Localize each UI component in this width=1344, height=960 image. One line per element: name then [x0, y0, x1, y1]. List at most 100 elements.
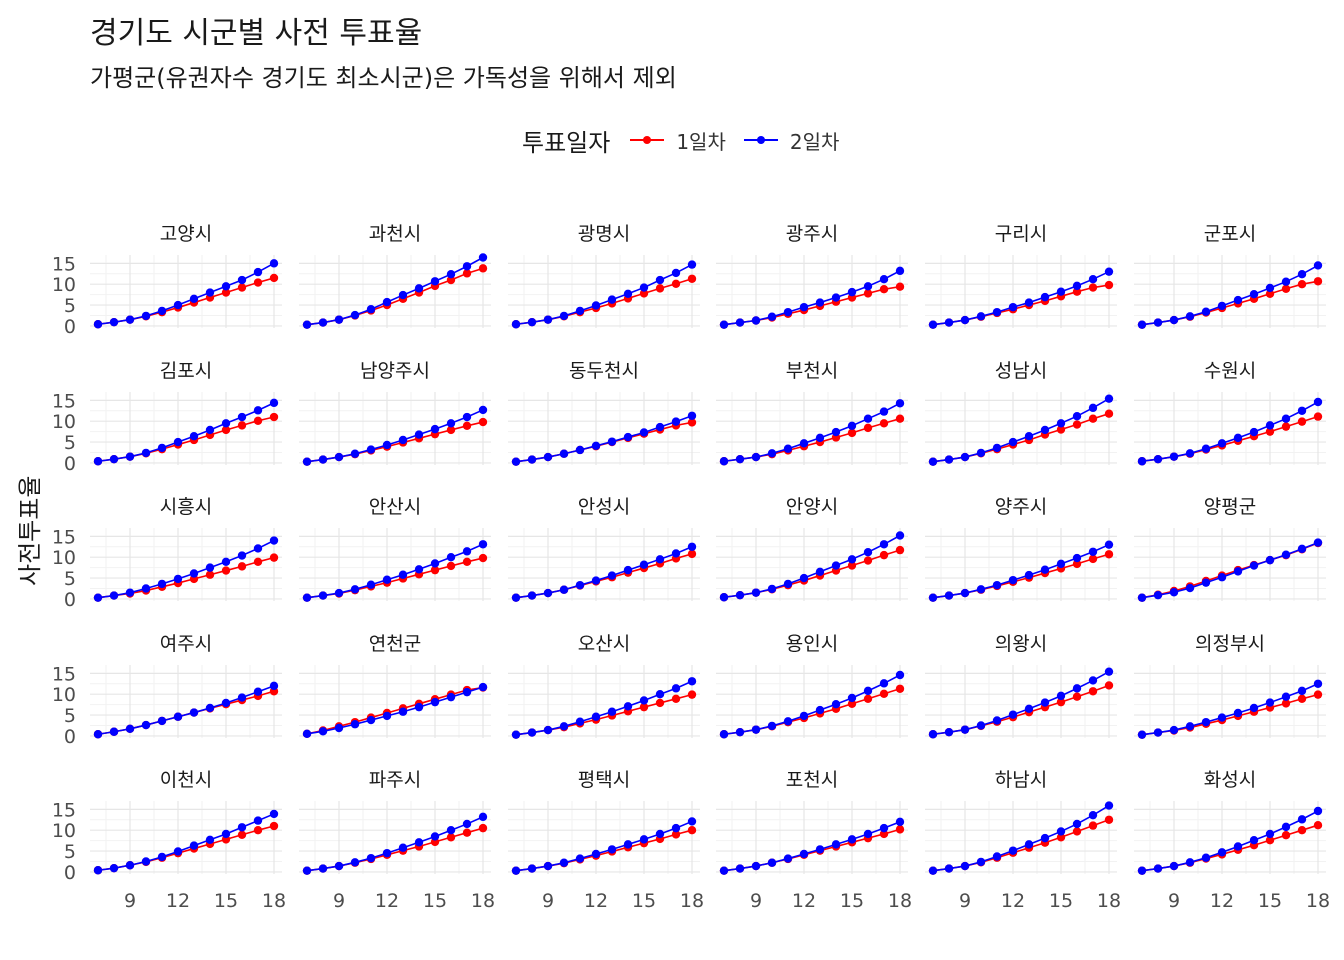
- data-point-2일차: [527, 864, 537, 873]
- data-point-1일차: [1313, 412, 1323, 421]
- data-point-2일차: [1265, 829, 1275, 839]
- data-point-2일차: [1169, 861, 1179, 871]
- data-point-2일차: [1104, 267, 1114, 276]
- data-point-2일차: [253, 406, 263, 415]
- data-point-2일차: [350, 720, 360, 729]
- data-point-2일차: [719, 320, 729, 329]
- data-point-2일차: [976, 448, 986, 458]
- data-point-2일차: [205, 425, 215, 435]
- data-point-2일차: [847, 421, 857, 430]
- panel-파주시: 파주시 9 12 15 18: [299, 769, 495, 912]
- facet-label: 수원시: [1204, 360, 1256, 382]
- data-point-2일차: [687, 260, 697, 269]
- facet-label: 부천시: [786, 360, 838, 382]
- data-point-2일차: [799, 573, 809, 583]
- panel-연천군: 연천군: [299, 633, 491, 739]
- data-point-2일차: [527, 728, 537, 737]
- data-point-2일차: [976, 312, 986, 321]
- data-point-1일차: [639, 702, 649, 712]
- data-point-2일차: [462, 262, 472, 271]
- data-point-2일차: [639, 283, 649, 292]
- data-point-2일차: [1281, 692, 1291, 701]
- data-point-2일차: [109, 317, 119, 327]
- data-point-2일차: [928, 866, 938, 875]
- data-point-2일차: [687, 542, 697, 551]
- data-point-2일차: [1072, 411, 1082, 421]
- data-point-2일차: [1217, 713, 1227, 722]
- series-line-1일차: [1141, 542, 1319, 599]
- data-point-2일차: [1233, 433, 1243, 443]
- x-tick-label: 9: [124, 890, 136, 912]
- data-point-1일차: [655, 284, 665, 293]
- data-point-2일차: [879, 407, 889, 416]
- data-point-2일차: [109, 727, 119, 736]
- panel-포천시: 포천시 9 12 15 18: [716, 769, 912, 912]
- data-point-2일차: [671, 549, 681, 558]
- y-tick-label: 15: [52, 390, 76, 412]
- data-point-2일차: [511, 320, 521, 329]
- series-line-2일차: [306, 409, 484, 463]
- series-line-1일차: [932, 553, 1110, 599]
- y-tick-label: 0: [64, 453, 76, 475]
- data-point-1일차: [895, 414, 905, 423]
- data-point-2일차: [639, 428, 649, 437]
- data-point-2일차: [366, 580, 376, 589]
- data-point-1일차: [1297, 280, 1307, 289]
- data-point-2일차: [928, 730, 938, 739]
- data-point-2일차: [141, 448, 151, 458]
- data-point-2일차: [1201, 578, 1211, 587]
- panel-의왕시: 의왕시: [925, 633, 1117, 739]
- data-point-2일차: [511, 457, 521, 466]
- series-line-2일차: [932, 804, 1110, 872]
- data-point-2일차: [430, 832, 440, 841]
- data-point-2일차: [189, 432, 199, 441]
- series-line-1일차: [306, 267, 484, 326]
- data-point-2일차: [960, 588, 970, 598]
- data-point-2일차: [93, 320, 103, 329]
- y-tick-label: 10: [52, 411, 76, 433]
- data-point-2일차: [767, 721, 777, 731]
- data-point-2일차: [960, 315, 970, 325]
- panel-오산시: 오산시: [508, 633, 700, 739]
- data-point-2일차: [783, 854, 793, 863]
- data-point-2일차: [253, 544, 263, 553]
- data-point-1일차: [671, 279, 681, 288]
- data-point-2일차: [221, 557, 231, 566]
- data-point-1일차: [462, 421, 472, 430]
- data-point-2일차: [992, 852, 1002, 861]
- panel-안산시: 안산시: [299, 496, 491, 602]
- x-tick-label: 9: [1168, 890, 1180, 912]
- data-point-1일차: [269, 412, 279, 422]
- data-point-2일차: [1297, 815, 1307, 824]
- x-tick-label: 9: [333, 890, 345, 912]
- data-point-2일차: [879, 679, 889, 688]
- y-tick-label: 15: [52, 663, 76, 685]
- data-point-2일차: [591, 441, 601, 451]
- series-line-2일차: [306, 816, 484, 872]
- data-point-2일차: [575, 854, 585, 863]
- data-point-2일차: [478, 812, 488, 822]
- data-point-2일차: [879, 274, 889, 284]
- data-point-2일차: [639, 560, 649, 569]
- data-point-2일차: [1088, 547, 1098, 556]
- data-point-2일차: [462, 819, 472, 829]
- data-point-2일차: [1265, 698, 1275, 707]
- data-point-1일차: [1056, 833, 1066, 842]
- x-tick-label: 9: [959, 890, 971, 912]
- data-point-1일차: [205, 570, 215, 579]
- data-point-2일차: [1008, 302, 1018, 312]
- data-point-2일차: [205, 703, 215, 713]
- data-point-2일차: [350, 858, 360, 867]
- data-point-2일차: [269, 681, 279, 691]
- data-point-2일차: [398, 707, 408, 716]
- data-point-2일차: [1201, 717, 1211, 727]
- data-point-2일차: [334, 452, 344, 462]
- data-point-2일차: [735, 864, 745, 873]
- data-point-2일차: [1313, 806, 1323, 816]
- x-tick-label: 18: [471, 890, 495, 912]
- data-point-1일차: [1104, 280, 1114, 290]
- data-point-2일차: [1137, 320, 1147, 329]
- data-point-2일차: [269, 259, 279, 268]
- y-tick-label: 15: [52, 526, 76, 548]
